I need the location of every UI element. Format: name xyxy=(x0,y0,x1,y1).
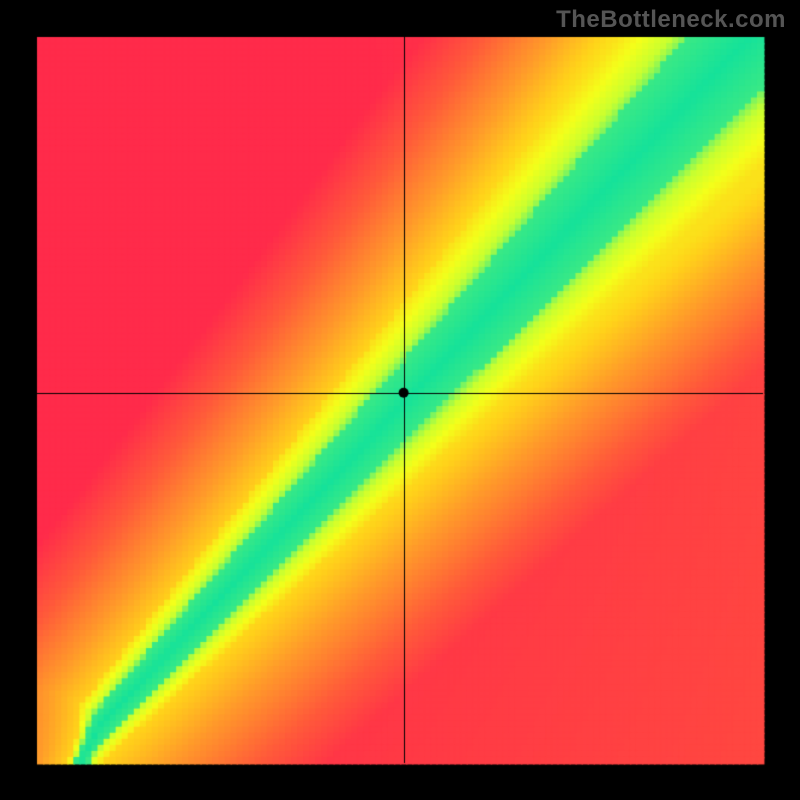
bottleneck-heatmap xyxy=(0,0,800,800)
chart-container: TheBottleneck.com xyxy=(0,0,800,800)
watermark-label: TheBottleneck.com xyxy=(556,6,786,34)
